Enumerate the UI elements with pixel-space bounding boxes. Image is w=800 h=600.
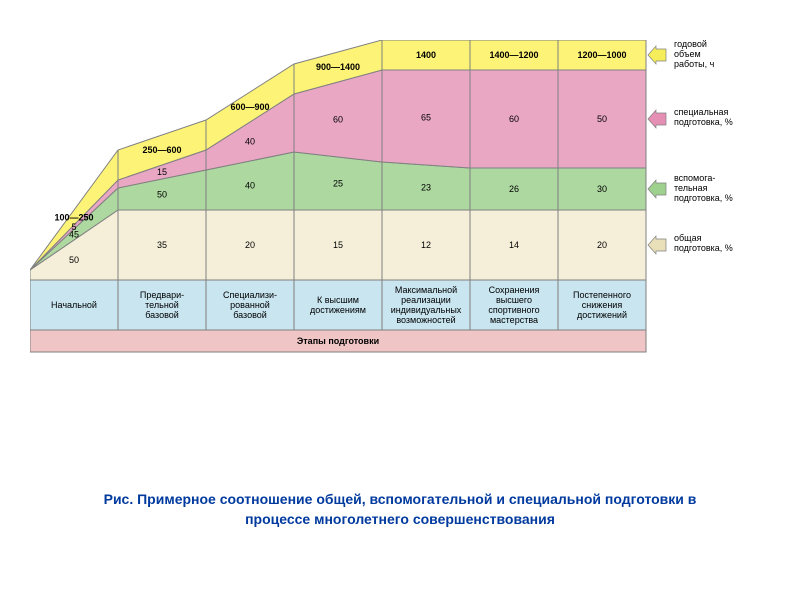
svg-text:65: 65 [421,113,431,123]
svg-text:работы, ч: работы, ч [674,59,715,69]
svg-text:60: 60 [509,114,519,124]
svg-text:50: 50 [597,114,607,124]
svg-text:достижений: достижений [577,310,627,320]
svg-text:тельная: тельная [674,183,708,193]
figure-caption: Рис. Примерное соотношение общей, вспомо… [80,490,720,529]
svg-text:тельной: тельной [145,300,179,310]
svg-text:40: 40 [245,137,255,147]
svg-text:Сохранения: Сохранения [489,285,540,295]
svg-text:15: 15 [333,240,343,250]
svg-text:реализации: реализации [401,295,451,305]
svg-text:Этапы подготовки: Этапы подготовки [297,336,379,346]
svg-text:20: 20 [597,240,607,250]
svg-text:индивидуальных: индивидуальных [391,305,462,315]
svg-text:50: 50 [69,255,79,265]
svg-text:50: 50 [157,190,167,200]
svg-text:специальная: специальная [674,107,728,117]
svg-text:1400: 1400 [416,50,436,60]
svg-text:26: 26 [509,184,519,194]
svg-text:1200—1000: 1200—1000 [577,50,626,60]
svg-text:базовой: базовой [145,310,179,320]
svg-text:достижениям: достижениям [310,305,366,315]
arrow-volume [648,46,666,64]
svg-text:годовой: годовой [674,40,707,49]
svg-text:Начальной: Начальной [51,300,97,310]
svg-text:мастерства: мастерства [490,315,538,325]
svg-text:40: 40 [245,181,255,191]
svg-text:базовой: базовой [233,310,267,320]
svg-text:30: 30 [597,184,607,194]
svg-text:объем: объем [674,49,701,59]
svg-text:подготовка, %: подготовка, % [674,243,733,253]
svg-text:1400—1200: 1400—1200 [489,50,538,60]
svg-text:Специализи-: Специализи- [223,290,277,300]
svg-text:подготовка, %: подготовка, % [674,117,733,127]
svg-text:рованной: рованной [230,300,270,310]
svg-text:12: 12 [421,240,431,250]
arrow-auxiliary [648,180,666,198]
svg-text:600—900: 600—900 [230,102,269,112]
chart-svg: 50455100—250355015250—600204040600—90015… [30,40,770,400]
arrow-general [648,236,666,254]
svg-text:высшего: высшего [496,295,532,305]
svg-text:спортивного: спортивного [488,305,539,315]
svg-text:20: 20 [245,240,255,250]
svg-text:Постепенного: Постепенного [573,290,631,300]
svg-text:Предвари-: Предвари- [140,290,184,300]
training-ratio-chart: 50455100—250355015250—600204040600—90015… [30,40,770,460]
svg-text:14: 14 [509,240,519,250]
svg-text:15: 15 [157,167,167,177]
svg-text:подготовка, %: подготовка, % [674,193,733,203]
svg-text:снижения: снижения [582,300,623,310]
svg-text:5: 5 [71,222,76,232]
svg-text:250—600: 250—600 [142,145,181,155]
svg-text:возможностей: возможностей [396,315,455,325]
arrow-special [648,110,666,128]
svg-text:25: 25 [333,179,343,189]
svg-text:Максимальной: Максимальной [395,285,457,295]
svg-text:60: 60 [333,115,343,125]
svg-text:23: 23 [421,183,431,193]
svg-text:900—1400: 900—1400 [316,62,360,72]
svg-text:К высшим: К высшим [317,295,359,305]
svg-text:общая: общая [674,233,702,243]
svg-text:35: 35 [157,240,167,250]
svg-text:вспомога-: вспомога- [674,173,715,183]
svg-text:100—250: 100—250 [54,213,93,223]
